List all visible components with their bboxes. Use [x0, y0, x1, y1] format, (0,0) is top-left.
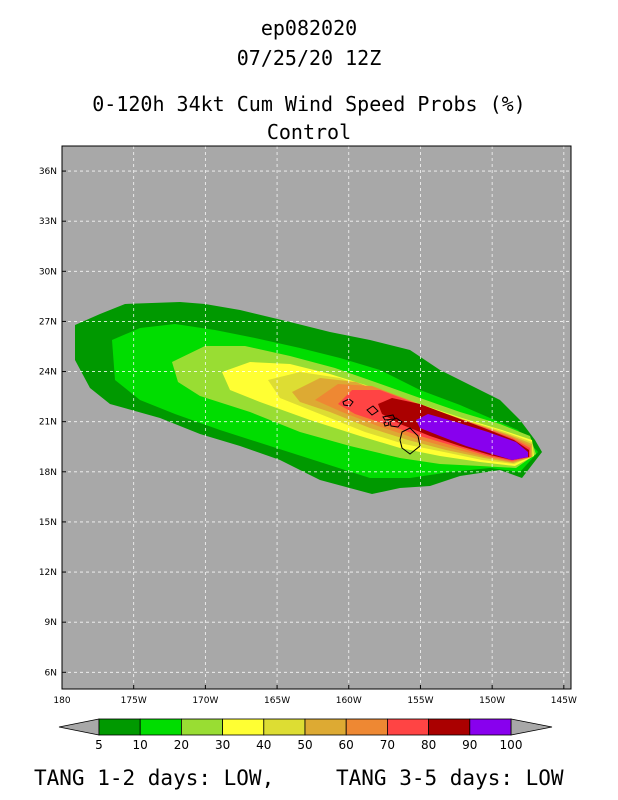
lat-label: 36N: [39, 167, 57, 177]
colorbar-swatch: [139, 718, 182, 736]
datetime-title: 07/25/20 12Z: [236, 46, 382, 70]
contour-90: [416, 414, 528, 460]
lon-label: 165W: [264, 696, 290, 706]
hawaiian-islands: [342, 398, 421, 455]
lon-label: 170W: [192, 696, 218, 706]
lat-label: 24N: [39, 368, 57, 378]
lat-label: 21N: [39, 418, 57, 428]
lon-label: 155W: [407, 696, 433, 706]
tang-1-2-days: TANG 1-2 days: LOW,: [34, 766, 275, 790]
storm-id-title: ep082020: [260, 16, 358, 40]
island-maui: [389, 417, 403, 428]
colorbar-swatch: [98, 718, 141, 736]
product-title: 0-120h 34kt Cum Wind Speed Probs (%): [92, 92, 526, 116]
lat-label: 30N: [39, 267, 57, 277]
run-title: Control: [266, 120, 352, 144]
colorbar-level-label: 50: [297, 738, 312, 752]
map-grid: [62, 146, 571, 689]
lat-label: 6N: [45, 668, 57, 678]
colorbar-level-label: 70: [380, 738, 395, 752]
lat-label: 15N: [39, 518, 57, 528]
colorbar-level-label: 60: [339, 738, 354, 752]
lat-label: 9N: [45, 618, 57, 628]
colorbar-swatch: [428, 718, 471, 736]
island-kauai: [342, 398, 354, 407]
colorbar-level-label: 10: [133, 738, 148, 752]
colorbar-swatch: [345, 718, 388, 736]
lat-label: 33N: [39, 217, 57, 227]
colorbar: 5 10 20 30 40 50 60 70 80 90 100: [58, 718, 553, 752]
colorbar-level-label: 5: [95, 738, 103, 752]
colorbar-swatch: [304, 718, 347, 736]
colorbar-level-label: 30: [215, 738, 230, 752]
tang-3-5-days: TANG 3-5 days: LOW: [336, 766, 564, 790]
colorbar-level-label: 20: [174, 738, 189, 752]
colorbar-swatch: [469, 718, 512, 736]
colorbar-swatch: [222, 718, 265, 736]
colorbar-swatch: [180, 718, 223, 736]
lon-label: 180: [53, 696, 70, 706]
colorbar-swatch: [263, 718, 306, 736]
lon-label: 160W: [336, 696, 362, 706]
probability-swath: [75, 302, 542, 494]
lon-label: 150W: [479, 696, 505, 706]
colorbar-swatch: [386, 718, 429, 736]
colorbar-level-label: 90: [462, 738, 477, 752]
lon-label: 175W: [121, 696, 147, 706]
island-hawaii: [399, 427, 421, 455]
latitude-labels: 36N 33N 30N 27N 24N 21N 18N 15N 12N 9N 6N: [39, 167, 66, 678]
lon-label: 145W: [551, 696, 577, 706]
longitude-labels: 180 175W 170W 165W 160W 155W 150W 145W: [53, 685, 577, 706]
lat-label: 12N: [39, 568, 57, 578]
colorbar-right-arrow: [510, 718, 553, 736]
map-frame: [61, 145, 572, 690]
colorbar-left-arrow: [58, 718, 100, 736]
lat-label: 27N: [39, 317, 57, 327]
colorbar-level-label: 100: [500, 738, 523, 752]
lat-label: 18N: [39, 468, 57, 478]
island-oahu: [366, 405, 379, 416]
colorbar-level-label: 40: [256, 738, 271, 752]
colorbar-level-label: 80: [421, 738, 436, 752]
